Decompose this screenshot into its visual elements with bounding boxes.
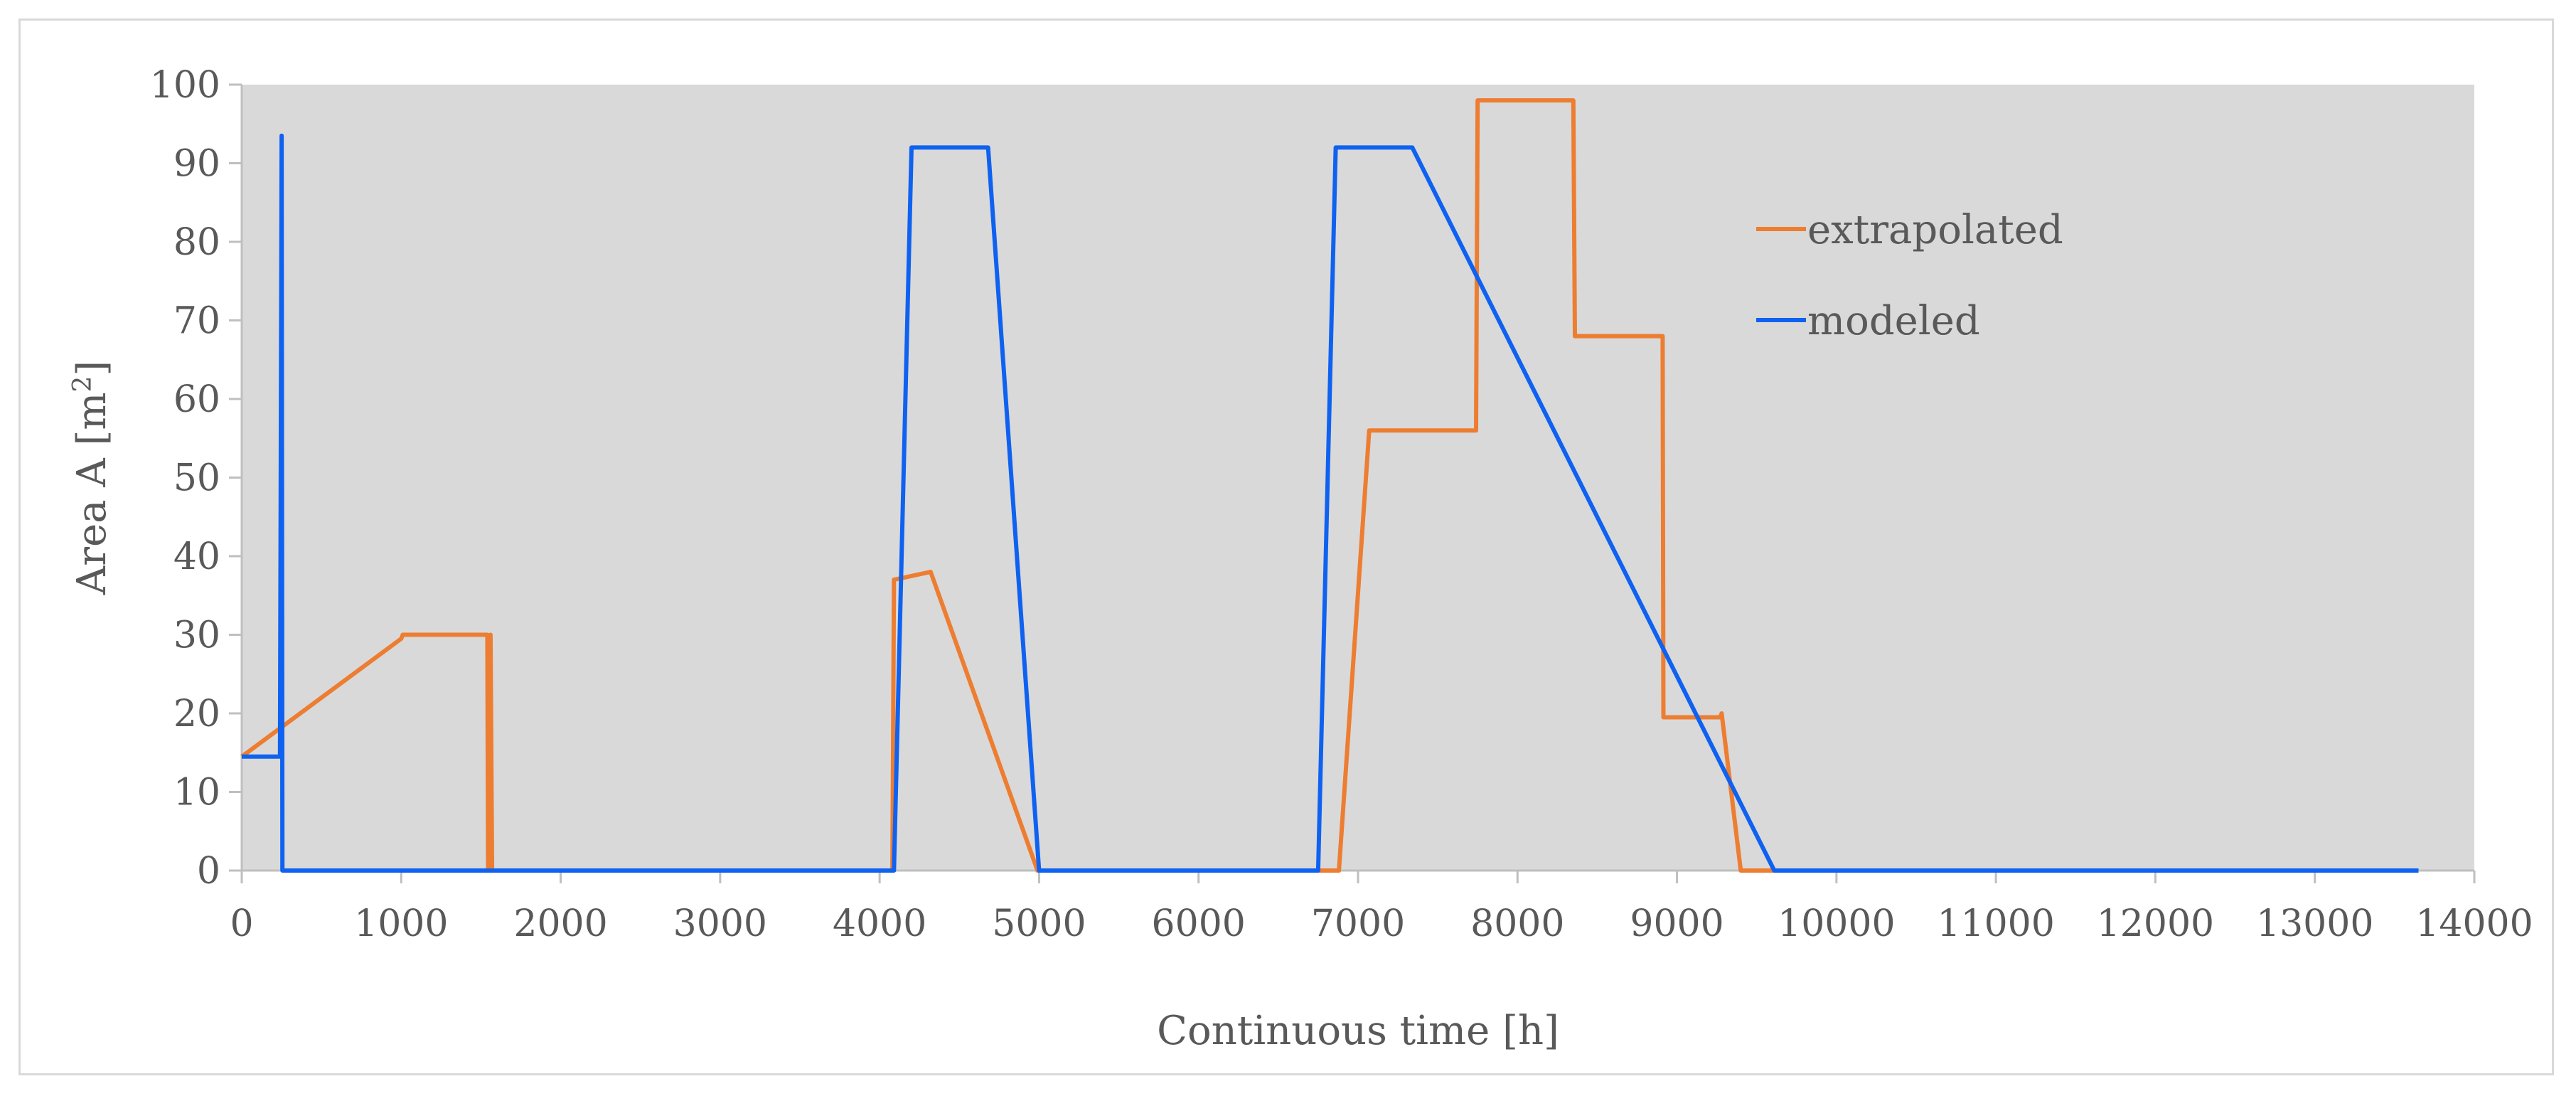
x-tick-label: 8000 [1470, 903, 1564, 945]
legend-label-modeled: modeled [1807, 298, 1980, 344]
y-tick-label: 100 [150, 64, 220, 107]
x-tick-label: 9000 [1630, 903, 1723, 945]
y-axis-title-sup: 2 [68, 376, 97, 393]
x-tick-label: 13000 [2256, 903, 2373, 945]
y-tick-label: 20 [173, 693, 220, 735]
y-tick-label: 0 [197, 850, 220, 893]
x-tick-label: 2000 [513, 903, 607, 945]
x-tick-label: 3000 [673, 903, 767, 945]
series-layer [240, 98, 2419, 873]
y-tick-label: 80 [173, 221, 220, 264]
y-tick-label: 10 [173, 772, 220, 814]
y-tick-label: 50 [173, 457, 220, 500]
x-tick-label: 14000 [2415, 903, 2533, 945]
x-tick-label: 0 [230, 903, 253, 945]
plot-area [242, 85, 2474, 871]
y-tick-label: 70 [173, 300, 220, 343]
y-tick-label: 30 [173, 614, 220, 657]
x-tick-label: 6000 [1152, 903, 1246, 945]
y-axis-title-end: ] [69, 361, 115, 376]
x-tick-label: 4000 [833, 903, 926, 945]
x-axis-title: Continuous time [h] [1157, 1008, 1559, 1054]
legend: extrapolated modeled [1756, 207, 2063, 344]
x-tick-label: 12000 [2097, 903, 2214, 945]
x-tick-label: 5000 [992, 903, 1086, 945]
y-tick-label: 90 [173, 143, 220, 186]
x-tick-label: 7000 [1311, 903, 1405, 945]
legend-label-extrapolated: extrapolated [1807, 207, 2063, 253]
series-line-modeled [242, 133, 2419, 873]
x-tick-label: 11000 [1937, 903, 2054, 945]
x-tick-label: 10000 [1778, 903, 1895, 945]
y-axis-title: Area A [m2] [68, 361, 116, 596]
y-axis-title-main: Area A [m [69, 393, 115, 596]
x-tick-label: 1000 [354, 903, 448, 945]
y-tick-label: 40 [173, 536, 220, 578]
y-tick-label: 60 [173, 378, 220, 421]
